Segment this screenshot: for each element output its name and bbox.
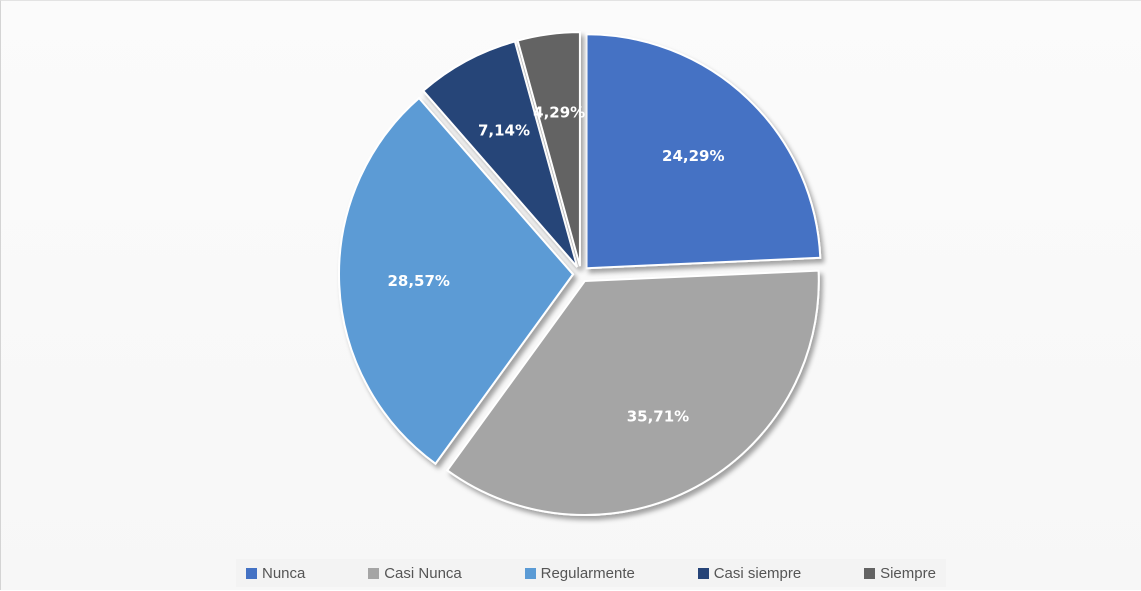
legend-swatch-regularmente xyxy=(524,567,536,579)
data-label-regularmente: 28,57% xyxy=(387,272,449,290)
legend-swatch-siempre xyxy=(864,567,876,579)
legend-label-casi-siempre: Casi siempre xyxy=(713,564,802,582)
data-label-casi-nunca: 35,71% xyxy=(627,408,689,426)
pie-slice-nunca xyxy=(585,33,822,270)
pie-slices xyxy=(338,31,822,517)
pie-data-labels: 24,29% 35,71% 28,57% 7,14%4,29% xyxy=(387,104,724,426)
data-label-siempre: 4,29% xyxy=(533,104,585,122)
legend-item-nunca: Nunca xyxy=(246,565,305,582)
data-label-casi-siempre: 7,14% xyxy=(478,121,530,139)
legend: Nunca Casi Nunca Regularmente Casi siemp… xyxy=(236,559,946,587)
data-label-nunca: 24,29% xyxy=(662,147,724,165)
legend-label-siempre: Siempre xyxy=(880,564,936,582)
legend-item-casi-siempre: Casi siempre xyxy=(697,564,802,582)
pie-slice-casi-nunca xyxy=(445,269,820,517)
legend-label-casi-nunca: Casi Nunca xyxy=(384,564,462,582)
legend-label-nunca: Nunca xyxy=(262,564,306,582)
pie-slice-regularmente xyxy=(338,96,575,466)
pie-slice-siempre xyxy=(516,31,581,267)
legend-item-regularmente: Regularmente xyxy=(524,564,635,582)
pie-slice-casi-siempre xyxy=(421,40,579,268)
legend-swatch-casi-siempre xyxy=(697,567,709,579)
legend-item-casi-nunca: Casi Nunca xyxy=(368,565,462,582)
legend-swatch-nunca xyxy=(246,567,257,579)
legend-item-siempre: Siempre xyxy=(864,565,936,582)
legend-swatch-casi-nunca xyxy=(368,567,380,579)
legend-label-regularmente: Regularmente xyxy=(540,564,635,582)
